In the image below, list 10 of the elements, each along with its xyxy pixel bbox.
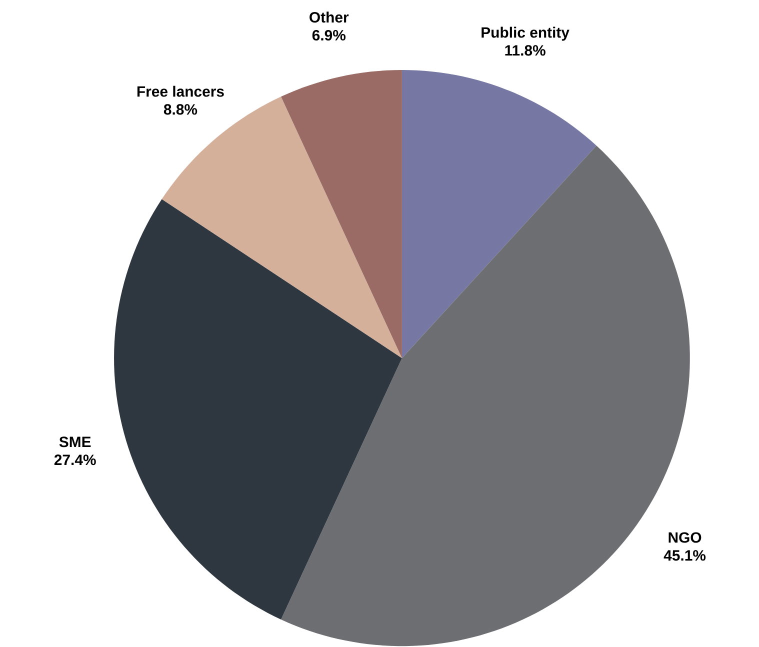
data-label: 6.9% [312,30,346,41]
data-label: 11.8% [505,45,546,56]
data-label: 45.1% [664,550,706,561]
slice-label: Free lancers [137,86,224,97]
data-label: 8.8% [164,104,198,115]
slice-label: NGO [668,532,702,543]
slice-label: Other [310,12,349,23]
slice-label: Public entity [482,26,570,41]
slice-label: SME [59,436,91,448]
data-label: 27.4% [54,454,96,466]
